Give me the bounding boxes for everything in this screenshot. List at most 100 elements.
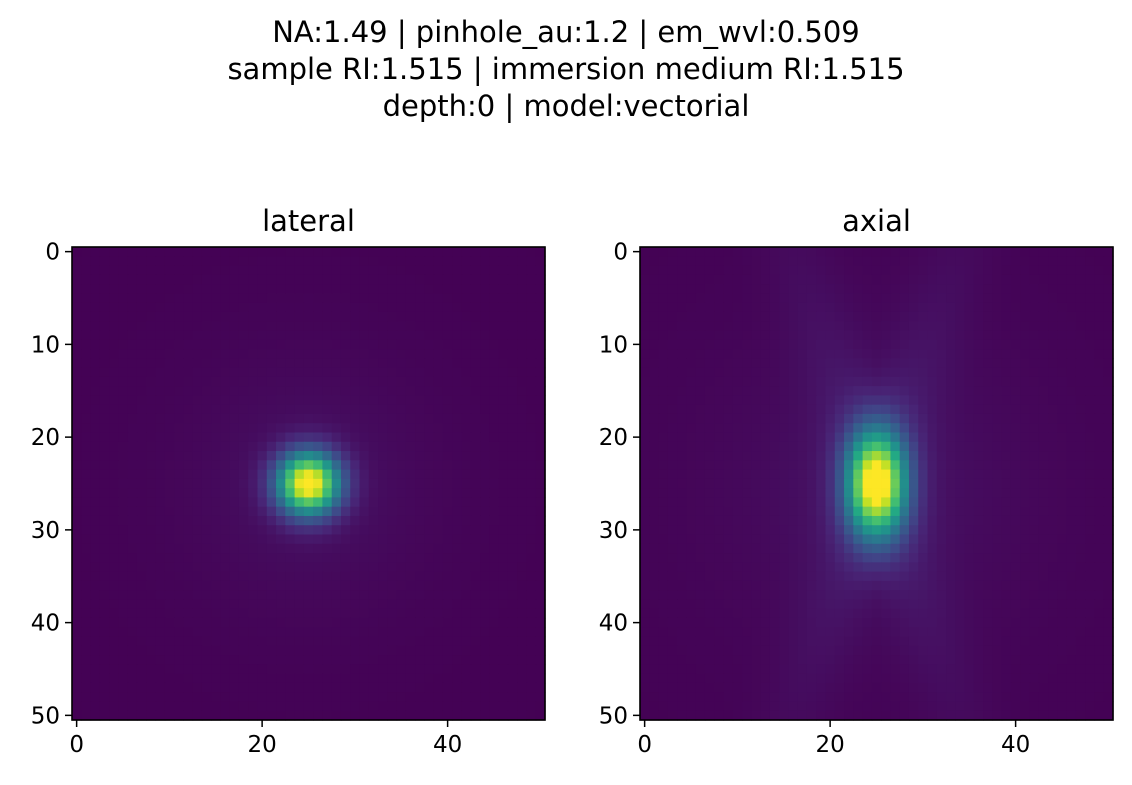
heatmap-cell xyxy=(714,627,725,638)
heatmap-cell xyxy=(1020,413,1031,424)
heatmap-cell xyxy=(658,358,669,369)
heatmap-cell xyxy=(99,682,110,693)
heatmap-cell xyxy=(908,386,919,396)
heatmap-cell xyxy=(368,599,379,610)
heatmap-cell xyxy=(658,423,669,434)
heatmap-cell xyxy=(81,284,92,294)
heatmap-cell xyxy=(723,423,734,434)
heatmap-cell xyxy=(415,274,426,285)
heatmap-cell xyxy=(1075,423,1086,434)
heatmap-cell xyxy=(816,256,827,267)
heatmap-cell xyxy=(359,571,370,582)
heatmap-cell xyxy=(862,321,873,332)
heatmap-cell xyxy=(313,367,324,378)
heatmap-cell xyxy=(211,664,221,675)
heatmap-cell xyxy=(276,423,286,434)
heatmap-cell xyxy=(368,321,379,332)
heatmap-cell xyxy=(526,413,537,424)
heatmap-cell xyxy=(658,265,669,276)
heatmap-cell xyxy=(350,339,361,350)
heatmap-cell xyxy=(507,543,518,554)
heatmap-cell xyxy=(387,386,398,396)
heatmap-cell xyxy=(658,469,669,480)
heatmap-cell xyxy=(983,645,994,656)
heatmap-cell xyxy=(164,349,175,359)
heatmap-cell xyxy=(127,321,138,332)
heatmap-cell xyxy=(433,386,444,396)
heatmap-cell xyxy=(109,330,119,341)
heatmap-cell xyxy=(303,664,314,675)
heatmap-cell xyxy=(331,682,342,693)
heatmap-cell xyxy=(834,460,845,471)
heatmap-cell xyxy=(677,339,687,350)
heatmap-cell xyxy=(90,617,101,628)
heatmap-cell xyxy=(1029,571,1040,582)
heatmap-cell xyxy=(387,506,398,517)
heatmap-cell xyxy=(433,256,444,267)
heatmap-cell xyxy=(461,701,472,712)
heatmap-cell xyxy=(470,293,481,304)
heatmap-cell xyxy=(890,553,901,563)
heatmap-cell xyxy=(723,302,734,313)
heatmap-cell xyxy=(127,478,138,489)
heatmap-cell xyxy=(1048,265,1058,276)
heatmap-cell xyxy=(415,311,426,322)
heatmap-cell xyxy=(442,469,453,480)
heatmap-cell xyxy=(1048,525,1058,536)
heatmap-cell xyxy=(973,655,984,665)
heatmap-cell xyxy=(742,627,752,638)
heatmap-cell xyxy=(90,441,101,452)
heatmap-cell xyxy=(927,488,938,499)
heatmap-cell xyxy=(387,553,398,563)
heatmap-cell xyxy=(396,423,407,434)
heatmap-cell xyxy=(908,302,919,313)
heatmap-cell xyxy=(908,497,919,508)
heatmap-cell xyxy=(1001,525,1012,536)
heatmap-cell xyxy=(834,478,845,489)
heatmap-cell xyxy=(677,599,687,610)
heatmap-cell xyxy=(890,515,901,526)
heatmap-cell xyxy=(677,386,687,396)
heatmap-cell xyxy=(415,265,426,276)
heatmap-cell xyxy=(164,488,175,499)
heatmap-cell xyxy=(350,404,361,415)
heatmap-cell xyxy=(266,358,277,369)
heatmap-cell xyxy=(1020,608,1031,619)
heatmap-cell xyxy=(294,302,305,313)
heatmap-cell xyxy=(955,478,966,489)
heatmap-cell xyxy=(806,386,817,396)
heatmap-cell xyxy=(294,274,305,285)
heatmap-cell xyxy=(424,645,435,656)
heatmap-cell xyxy=(918,395,929,406)
heatmap-cell xyxy=(517,701,528,712)
heatmap-cell xyxy=(806,543,817,554)
heatmap-cell xyxy=(760,571,771,582)
heatmap-cell xyxy=(285,404,296,415)
heatmap-cell xyxy=(405,302,416,313)
heatmap-cell xyxy=(816,386,827,396)
heatmap-cell xyxy=(946,330,956,341)
heatmap-cell xyxy=(211,553,221,563)
heatmap-cell xyxy=(266,423,277,434)
heatmap-cell xyxy=(667,413,678,424)
heatmap-cell xyxy=(955,395,966,406)
heatmap-cell xyxy=(973,386,984,396)
heatmap-cell xyxy=(973,488,984,499)
heatmap-cell xyxy=(797,534,808,545)
heatmap-cell xyxy=(667,451,678,461)
heatmap-cell xyxy=(714,599,725,610)
heatmap-cell xyxy=(1010,553,1021,563)
heatmap-cell xyxy=(517,293,528,304)
heatmap-cell xyxy=(507,599,518,610)
heatmap-cell xyxy=(303,580,314,591)
heatmap-cell xyxy=(340,330,351,341)
heatmap-cell xyxy=(1001,515,1012,526)
heatmap-cell xyxy=(303,441,314,452)
heatmap-cell xyxy=(340,655,351,665)
heatmap-cell xyxy=(723,311,734,322)
heatmap-cell xyxy=(1057,627,1068,638)
heatmap-cell xyxy=(405,664,416,675)
heatmap-cell xyxy=(498,339,509,350)
heatmap-cell xyxy=(742,423,752,434)
heatmap-cell xyxy=(667,608,678,619)
